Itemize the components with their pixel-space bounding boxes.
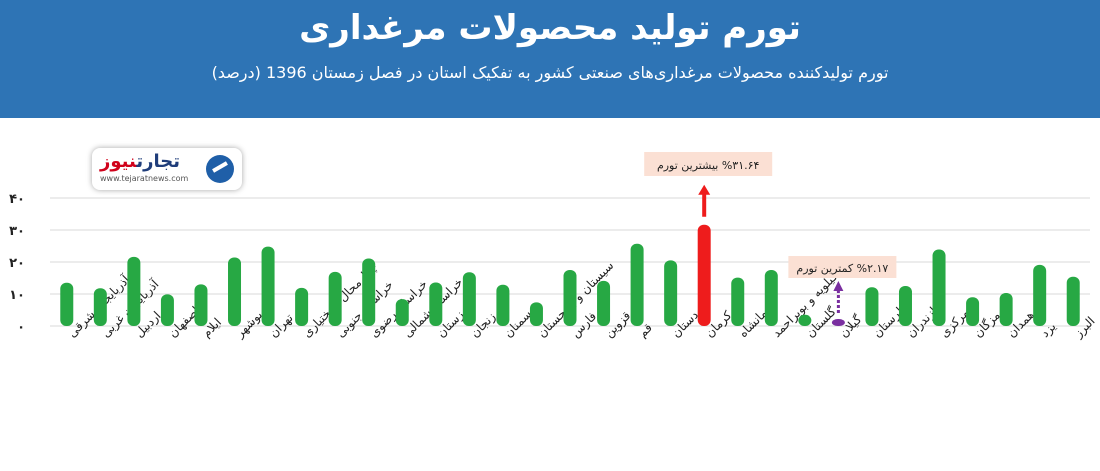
bar <box>898 286 912 326</box>
chart-subtitle: تورم تولیدکننده محصولات مرغداری‌های صنعت… <box>211 63 889 82</box>
max-callout-label: %۳۱.۶۴ بیشترین تورم <box>657 159 760 172</box>
bar <box>966 297 980 326</box>
bar <box>529 302 543 326</box>
bar <box>462 272 476 326</box>
bar <box>664 260 678 326</box>
bar <box>194 284 208 326</box>
bar <box>60 282 74 326</box>
bar <box>429 282 443 326</box>
bar <box>999 293 1013 326</box>
bar <box>228 257 242 326</box>
logo-mark-icon <box>206 155 234 183</box>
bar <box>127 256 141 326</box>
bar <box>563 270 577 326</box>
bar <box>1033 264 1047 326</box>
logo-name-part2: تجارت <box>136 151 180 172</box>
y-tick-label: ۲۰ <box>9 256 25 271</box>
y-tick-label: ۰ <box>17 320 25 335</box>
bar <box>295 287 309 326</box>
bar <box>865 287 879 326</box>
min-callout-label: %۲.۱۷ کمترین تورم <box>796 262 888 275</box>
bar <box>362 258 376 326</box>
y-tick-label: ۱۰ <box>9 288 25 303</box>
bar <box>328 271 342 326</box>
brand-logo: تجارتنیوز www.tejaratnews.com <box>92 148 242 190</box>
y-tick-label: ۴۰ <box>9 192 25 207</box>
header-banner <box>0 0 1100 118</box>
bar <box>597 280 611 326</box>
bar <box>160 294 174 326</box>
bar <box>731 277 745 326</box>
max-arrow-head-icon <box>698 184 711 195</box>
bar-max <box>697 224 711 326</box>
bar <box>93 288 107 326</box>
bar <box>764 270 778 326</box>
bar <box>395 299 409 326</box>
category-label: گیلان <box>837 312 865 340</box>
bar <box>798 314 812 326</box>
y-tick-label: ۳۰ <box>9 224 25 239</box>
bar <box>1066 276 1080 326</box>
logo-url: www.tejaratnews.com <box>100 174 189 183</box>
bar <box>630 243 644 326</box>
min-arrow-head-icon <box>833 281 844 292</box>
min-callout-box <box>788 256 897 278</box>
bar <box>932 249 946 326</box>
bar <box>261 246 275 326</box>
logo-text: تجارتنیوز <box>100 151 180 172</box>
logo-name-part1: نیوز <box>100 151 137 172</box>
bar <box>496 284 510 326</box>
bar-min <box>831 319 845 326</box>
chart-title: تورم تولید محصولات مرغداری <box>299 8 801 48</box>
max-callout-box <box>644 152 773 176</box>
